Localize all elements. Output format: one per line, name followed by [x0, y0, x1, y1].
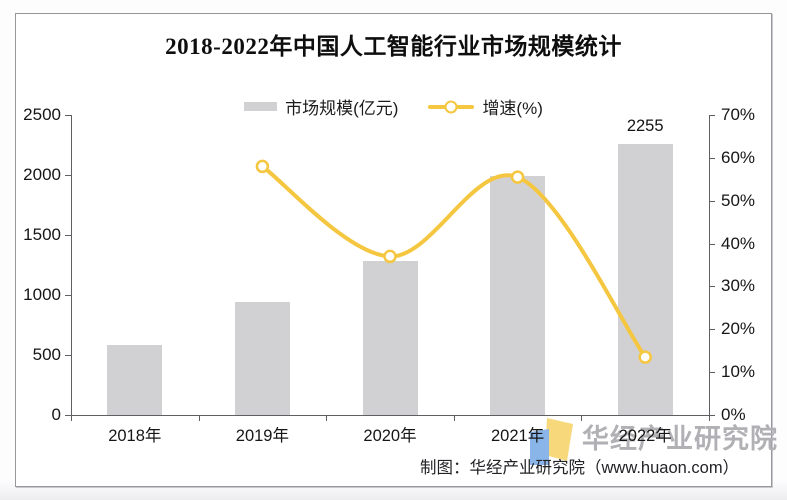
- x-axis-line: [71, 415, 710, 416]
- growth-line-marker: [638, 350, 652, 364]
- market-size-bar: [234, 302, 290, 415]
- growth-line-path: [260, 164, 648, 360]
- right-axis-tick-label: 60%: [721, 147, 756, 167]
- x-axis-category-label: 2020年: [363, 427, 417, 445]
- watermark: 华经产业研究院: [582, 424, 778, 454]
- bar-series-swatch-icon: [244, 102, 278, 111]
- left-axis-tick-label: 0: [51, 405, 61, 424]
- bar-data-label: 2255: [626, 117, 664, 136]
- x-axis-tick: [326, 415, 328, 421]
- right-axis-tick: [709, 372, 715, 374]
- right-axis-tick-label: 30%: [721, 276, 756, 296]
- x-axis-tick: [709, 415, 710, 421]
- left-axis-tick-label: 1500: [23, 225, 61, 244]
- right-axis-tick-label: 70%: [721, 105, 756, 124]
- left-axis-tick: [65, 295, 71, 296]
- left-axis-tick: [65, 115, 71, 116]
- x-axis-category-label: 2019年: [235, 427, 289, 445]
- x-axis-category-label: 2021年: [490, 427, 545, 445]
- market-size-bar: [490, 176, 546, 415]
- growth-line-marker: [383, 249, 397, 264]
- x-axis-category-label: 2018年: [108, 427, 162, 445]
- plot-area: 2500 2000 1500 1000 500 0 70% 60% 50% 40% 30% 20% 10…: [23, 105, 755, 445]
- x-axis-tick: [453, 415, 455, 421]
- left-axis-tick-label: 1000: [23, 285, 61, 304]
- right-axis-tick: [709, 415, 715, 416]
- right-axis-tick: [709, 286, 715, 288]
- growth-line-marker: [510, 170, 525, 184]
- x-axis-tick: [71, 415, 72, 421]
- left-y-axis-line: [71, 115, 72, 416]
- huaon-logo-blue-shape: [530, 429, 549, 465]
- right-axis-tick: [709, 329, 715, 331]
- left-axis-tick: [65, 355, 71, 356]
- left-axis-tick: [65, 235, 71, 236]
- market-size-bar: [107, 345, 163, 415]
- left-axis-tick: [65, 175, 71, 176]
- right-axis-tick-label: 10%: [721, 362, 756, 382]
- legend-label-growth-rate: 增速(%): [482, 99, 543, 118]
- legend-item-market-size: 市场规模(亿元): [244, 94, 398, 119]
- legend-label-market-size: 市场规模(亿元): [285, 99, 399, 118]
- huaon-logo: [530, 418, 573, 465]
- growth-line-layer: [255, 159, 652, 364]
- market-size-bar: [617, 144, 673, 415]
- growth-line-marker: [255, 159, 270, 174]
- right-axis-tick-label: 50%: [721, 190, 756, 210]
- legend-item-growth-rate: 增速(%): [428, 94, 543, 119]
- x-axis-tick: [581, 415, 583, 421]
- right-axis-tick: [709, 200, 715, 202]
- right-axis-tick: [709, 115, 715, 116]
- right-y-axis-line: [709, 115, 710, 416]
- right-axis-tick: [709, 243, 715, 245]
- chart-title: 2018-2022年中国人工智能行业市场规模统计: [165, 34, 622, 59]
- right-axis-tick-label: 0%: [721, 405, 746, 424]
- right-axis-tick-label: 20%: [721, 319, 756, 339]
- right-axis-tick: [709, 157, 715, 159]
- huaon-logo-yellow-shape: [545, 418, 573, 461]
- right-axis-tick-label: 40%: [721, 233, 756, 253]
- x-axis-category-label: 2022年: [618, 427, 672, 445]
- left-axis-tick-label: 500: [32, 345, 61, 364]
- left-axis-tick: [65, 415, 71, 416]
- line-marker-icon: [444, 100, 458, 113]
- left-axis-tick-label: 2000: [23, 165, 61, 184]
- market-size-bar: [362, 261, 418, 415]
- chart-legend: 市场规模(亿元) 增速(%): [16, 94, 771, 119]
- attribution-text: 制图：华经产业研究院（www.huaon.com）: [420, 459, 740, 477]
- x-axis-tick: [198, 415, 200, 421]
- chart-panel: 2018-2022年中国人工智能行业市场规模统计 市场规模(亿元) 增速(%) …: [15, 13, 777, 487]
- line-series-swatch-icon: [428, 100, 475, 113]
- left-axis-tick-label: 2500: [23, 105, 61, 124]
